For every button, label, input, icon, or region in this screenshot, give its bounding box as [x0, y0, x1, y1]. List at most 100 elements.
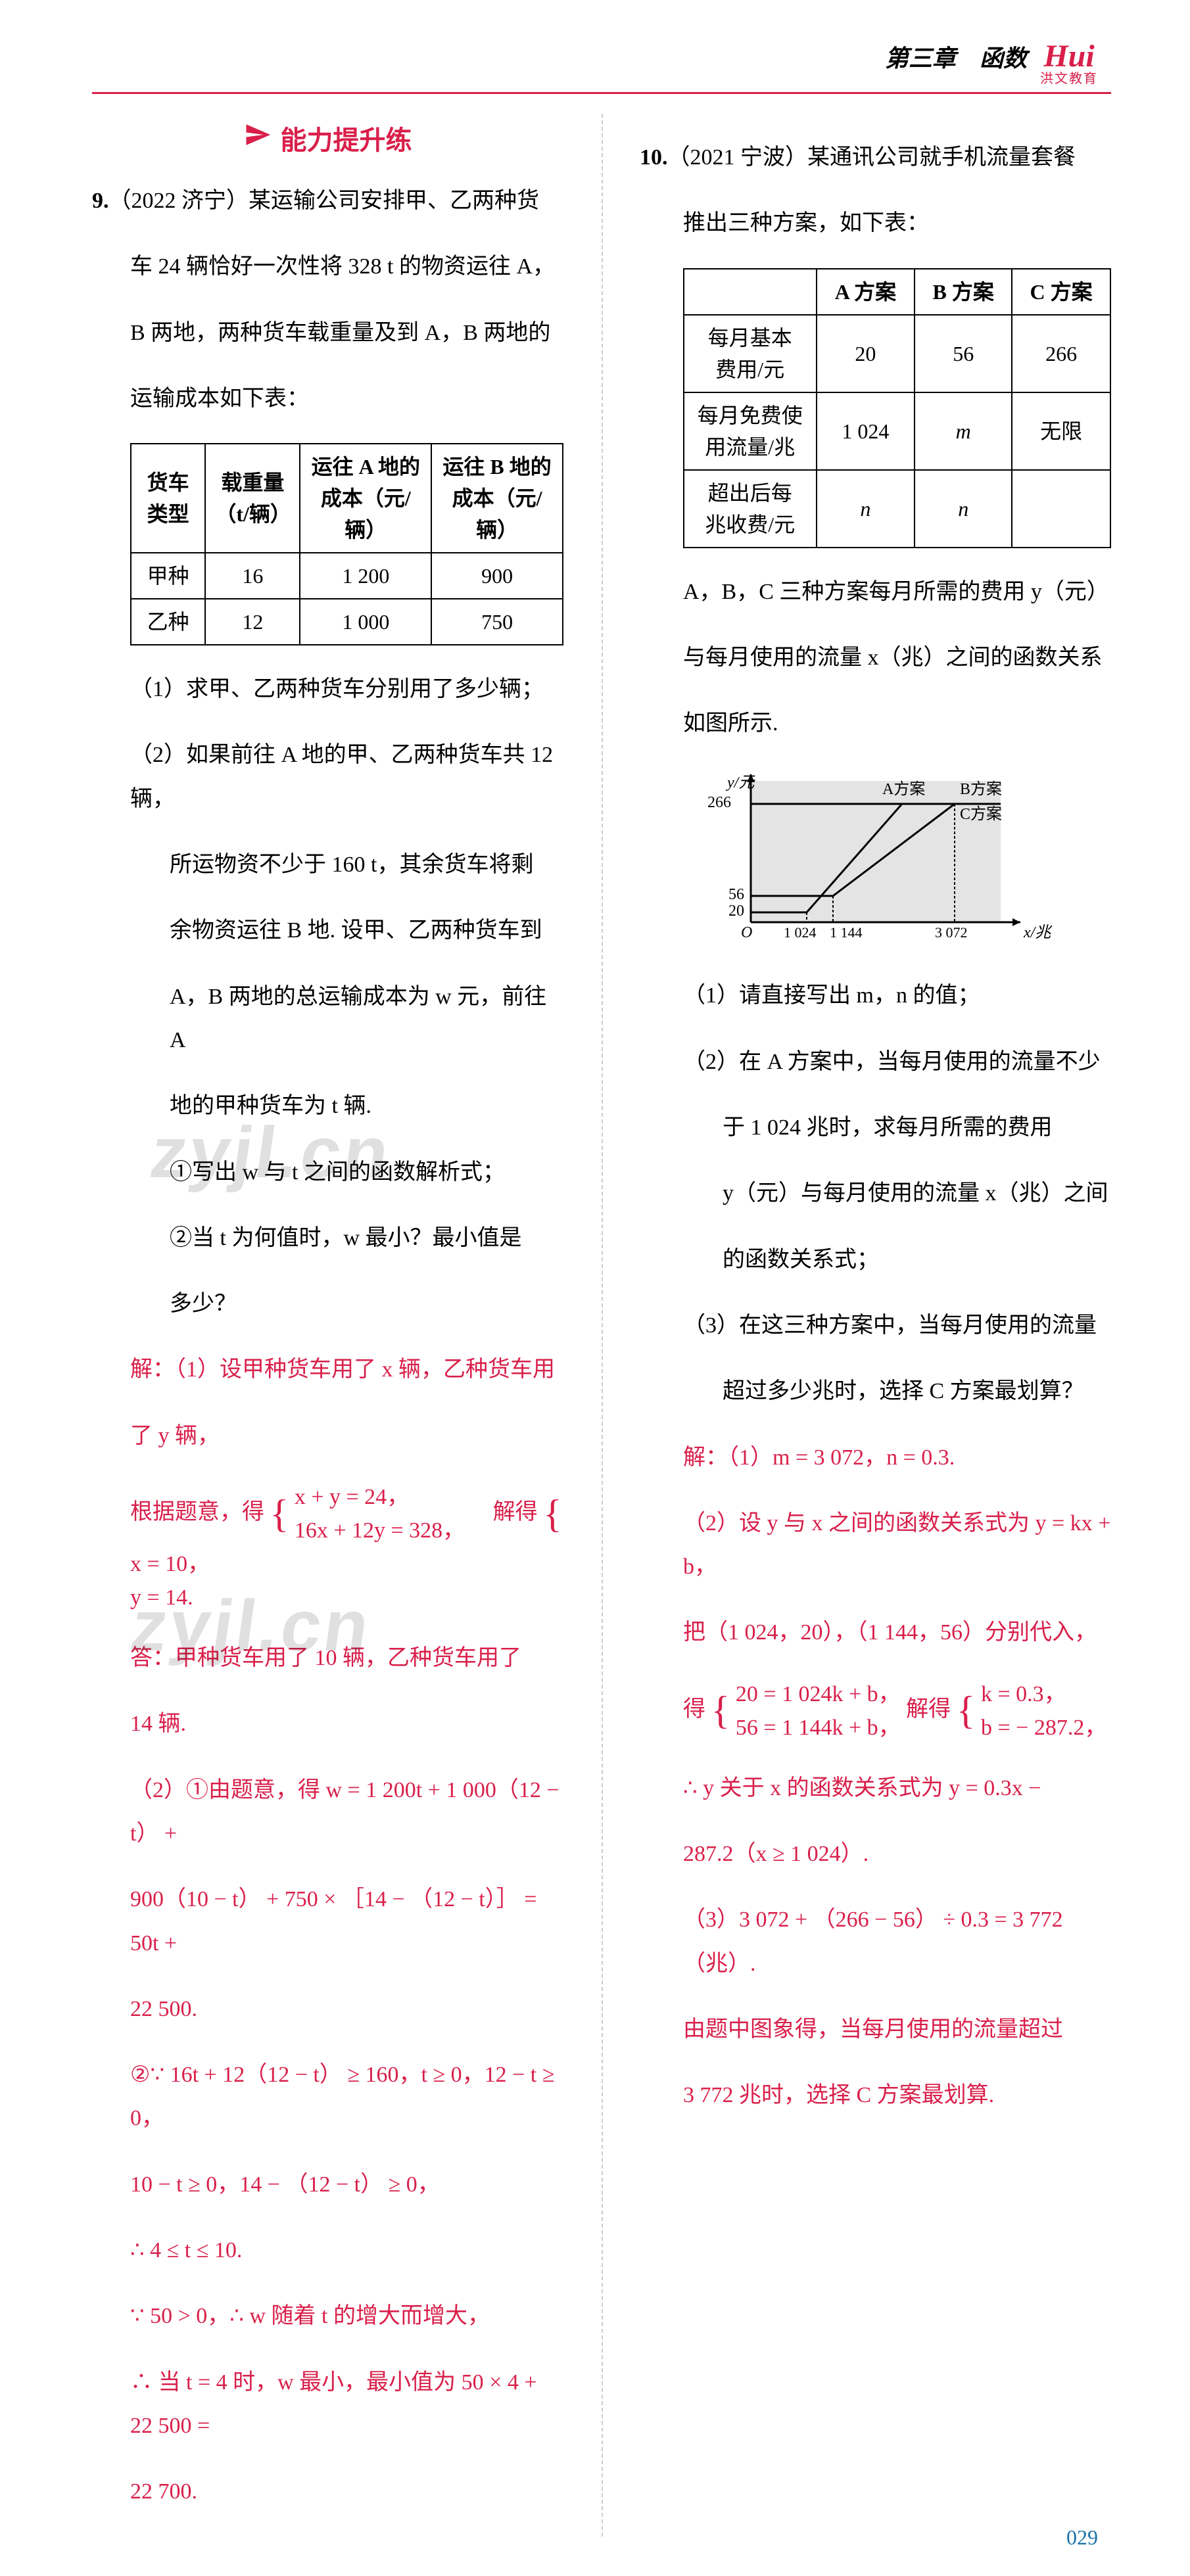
- q10-answer-line: ∴ y 关于 x 的函数关系式为 y = 0.3x −: [640, 1767, 1111, 1810]
- q9-sub1: ①写出 w 与 t 之间的函数解析式；: [92, 1151, 563, 1194]
- q10-part2-line: y（元）与每月使用的流量 x（兆）之间: [640, 1172, 1111, 1215]
- paper-plane-icon: [244, 121, 272, 155]
- table-header-cell: A 方案: [817, 269, 915, 315]
- page-header: 第三章 函数 Hui 洪文教育: [92, 39, 1111, 85]
- ytick-label: 20: [728, 902, 744, 920]
- table-row: 每月基本费用/元 20 56 266: [684, 315, 1110, 392]
- q9-sub2-line: 多少？: [92, 1282, 563, 1326]
- xtick-label: O: [741, 924, 752, 941]
- q9-table: 货车类型 载重量（t/辆） 运往 A 地的成本（元/辆） 运往 B 地的成本（元…: [130, 443, 563, 645]
- q9-stem-line: 车 24 辆恰好一次性将 328 t 的物资运往 A，: [92, 245, 563, 289]
- ylabel: y/元: [726, 774, 755, 791]
- q9-answer-line: 22 700.: [92, 2470, 563, 2514]
- xtick-label: 1 024: [784, 924, 817, 941]
- table-cell: 1 200: [300, 553, 431, 599]
- q9-answer-system: 根据题意，得 { x + y = 24， 16x + 12y = 328， 解得…: [92, 1480, 563, 1614]
- brace-icon: {: [711, 1700, 730, 1721]
- table-header-cell: C 方案: [1012, 269, 1110, 315]
- brace-icon: {: [957, 1700, 976, 1721]
- q10-answer-line: 把（1 024，20），（1 144，56）分别代入，: [640, 1611, 1111, 1654]
- q10-number: 10.: [640, 145, 668, 170]
- q10-part2-line: 于 1 024 兆时，求每月所需的费用: [640, 1106, 1111, 1150]
- table-cell: 超出后每兆收费/元: [684, 470, 817, 548]
- q9-answer-line: ∵ 50 > 0，∴ w 随着 t 的增大而增大，: [92, 2295, 563, 2338]
- q9-answer-line: 14 辆.: [92, 1702, 563, 1746]
- table-cell: 20: [817, 315, 915, 392]
- q9-answer-line: 10 − t ≥ 0，14 − （12 − t） ≥ 0，: [92, 2163, 563, 2207]
- q9-stem-line: 运输成本如下表：: [92, 377, 563, 421]
- table-cell: 900: [431, 553, 563, 599]
- chapter-title: 第三章 函数: [885, 39, 1027, 74]
- table-cell: 56: [915, 315, 1012, 392]
- xtick-label: 3 072: [935, 924, 968, 941]
- brace-icon: {: [543, 1503, 562, 1525]
- table-row: 每月免费使用流量/兆 1 024 m 无限: [684, 392, 1110, 470]
- table-row: 甲种 16 1 200 900: [131, 553, 563, 599]
- q9-stem-line: B 两地，两种货车载重量及到 A，B 两地的: [92, 312, 563, 355]
- q9-answer-line: 了 y 辆，: [92, 1415, 563, 1458]
- line-chart-svg: 266 56 20 O 1 024 1 144 3 072 y/元 x/兆 A方…: [692, 768, 1060, 952]
- q9-stem: 9.（2022 济宁）某运输公司安排甲、乙两种货: [92, 179, 563, 223]
- table-cell: 乙种: [131, 599, 205, 645]
- q9-answer-line: 900（10 − t） + 750 × ［14 − （12 − t）］ = 50…: [92, 1878, 563, 1965]
- table-header-row: 货车类型 载重量（t/辆） 运往 A 地的成本（元/辆） 运往 B 地的成本（元…: [131, 444, 563, 553]
- q10-part3: （3）在这三种方案中，当每月使用的流量: [640, 1304, 1111, 1347]
- legend-label: B方案: [960, 780, 1002, 798]
- q9-number: 9.: [92, 189, 109, 213]
- q9-part2: （2）如果前往 A 地的甲、乙两种货车共 12 辆，: [92, 734, 563, 821]
- q9-part1: （1）求甲、乙两种货车分别用了多少辆；: [92, 668, 563, 711]
- table-cell: 750: [431, 599, 563, 645]
- q9-part2-line: 所运物资不少于 160 t，其余货车将剩: [92, 843, 563, 887]
- table-header-cell: 货车类型: [131, 444, 205, 553]
- legend-label: C方案: [960, 805, 1002, 823]
- q10-answer-line: （3）3 072 + （266 − 56） ÷ 0.3 = 3 772（兆）.: [640, 1898, 1111, 1986]
- table-header-cell: 运往 A 地的成本（元/辆）: [300, 444, 431, 553]
- page: 第三章 函数 Hui 洪文教育 能力提升练 9.（2022 济宁）某运输公司安排…: [0, 0, 1190, 2576]
- table-cell: 12: [205, 599, 300, 645]
- arrow-icon: [1012, 918, 1020, 926]
- q9-answer-line: ∴ 4 ≤ t ≤ 10.: [92, 2229, 563, 2272]
- q10-answer-system: 得 { 20 = 1 024k + b， 56 = 1 144k + b， 解得…: [640, 1677, 1111, 1745]
- table-cell: 1 024: [817, 392, 915, 470]
- header-rule: [92, 92, 1111, 94]
- table-cell: [1012, 470, 1110, 548]
- q9-answer-line: ②∵ 16t + 12（12 − t） ≥ 160，t ≥ 0，12 − t ≥…: [92, 2053, 563, 2141]
- q10-after-table: A，B，C 三种方案每月所需的费用 y（元）: [640, 571, 1111, 614]
- brand-logo: Hui: [1040, 41, 1098, 72]
- q9-answer-line: （2）①由题意，得 w = 1 200t + 1 000（12 − t） +: [92, 1769, 563, 1856]
- table-cell: m: [915, 392, 1012, 470]
- table-cell: 每月免费使用流量/兆: [684, 392, 817, 470]
- q10-part3-line: 超过多少兆时，选择 C 方案最划算？: [640, 1370, 1111, 1413]
- table-header-cell: 运往 B 地的成本（元/辆）: [431, 444, 563, 553]
- q10-table: A 方案 B 方案 C 方案 每月基本费用/元 20 56 266 每月免费使用…: [683, 268, 1111, 548]
- table-cell: n: [817, 470, 915, 548]
- table-cell: 266: [1012, 315, 1110, 392]
- q9-answer-line: ∴ 当 t = 4 时，w 最小，最小值为 50 × 4 + 22 500 =: [92, 2361, 563, 2448]
- q10-part1: （1）请直接写出 m，n 的值；: [640, 974, 1111, 1018]
- table-cell: 1 000: [300, 599, 431, 645]
- q10-answer: 解：（1）m = 3 072，n = 0.3.: [640, 1436, 1111, 1480]
- q9-part2-line: 地的甲种货车为 t 辆.: [92, 1085, 563, 1128]
- brace-icon: {: [270, 1503, 289, 1525]
- table-header-cell: 载重量（t/辆）: [205, 444, 300, 553]
- q10-stem: 10.（2021 宁波）某通讯公司就手机流量套餐: [640, 136, 1111, 179]
- table-row: 乙种 12 1 000 750: [131, 599, 563, 645]
- two-column-layout: 能力提升练 9.（2022 济宁）某运输公司安排甲、乙两种货 车 24 辆恰好一…: [92, 114, 1111, 2537]
- left-column: 能力提升练 9.（2022 济宁）某运输公司安排甲、乙两种货 车 24 辆恰好一…: [92, 114, 563, 2537]
- right-column: 10.（2021 宁波）某通讯公司就手机流量套餐 推出三种方案，如下表： A 方…: [640, 114, 1111, 2537]
- q10-graph: 266 56 20 O 1 024 1 144 3 072 y/元 x/兆 A方…: [640, 768, 1111, 952]
- table-cell: 16: [205, 553, 300, 599]
- brand-subtitle: 洪文教育: [1040, 72, 1098, 85]
- xlabel: x/兆: [1023, 924, 1053, 941]
- q10-answer-line: 由题中图象得，当每月使用的流量超过: [640, 2008, 1111, 2051]
- table-cell: 每月基本费用/元: [684, 315, 817, 392]
- q9-answer-line: 答：甲种货车用了 10 辆，乙种货车用了: [92, 1637, 563, 1680]
- table-header-row: A 方案 B 方案 C 方案: [684, 269, 1110, 315]
- ytick-label: 56: [728, 886, 744, 903]
- section-title: 能力提升练: [281, 119, 412, 157]
- q10-after-table: 与每月使用的流量 x（兆）之间的函数关系: [640, 636, 1111, 680]
- table-header-cell: B 方案: [915, 269, 1012, 315]
- section-heading: 能力提升练: [92, 119, 563, 157]
- table-cell: n: [915, 470, 1012, 548]
- q10-answer-line: 287.2（x ≥ 1 024）.: [640, 1833, 1111, 1876]
